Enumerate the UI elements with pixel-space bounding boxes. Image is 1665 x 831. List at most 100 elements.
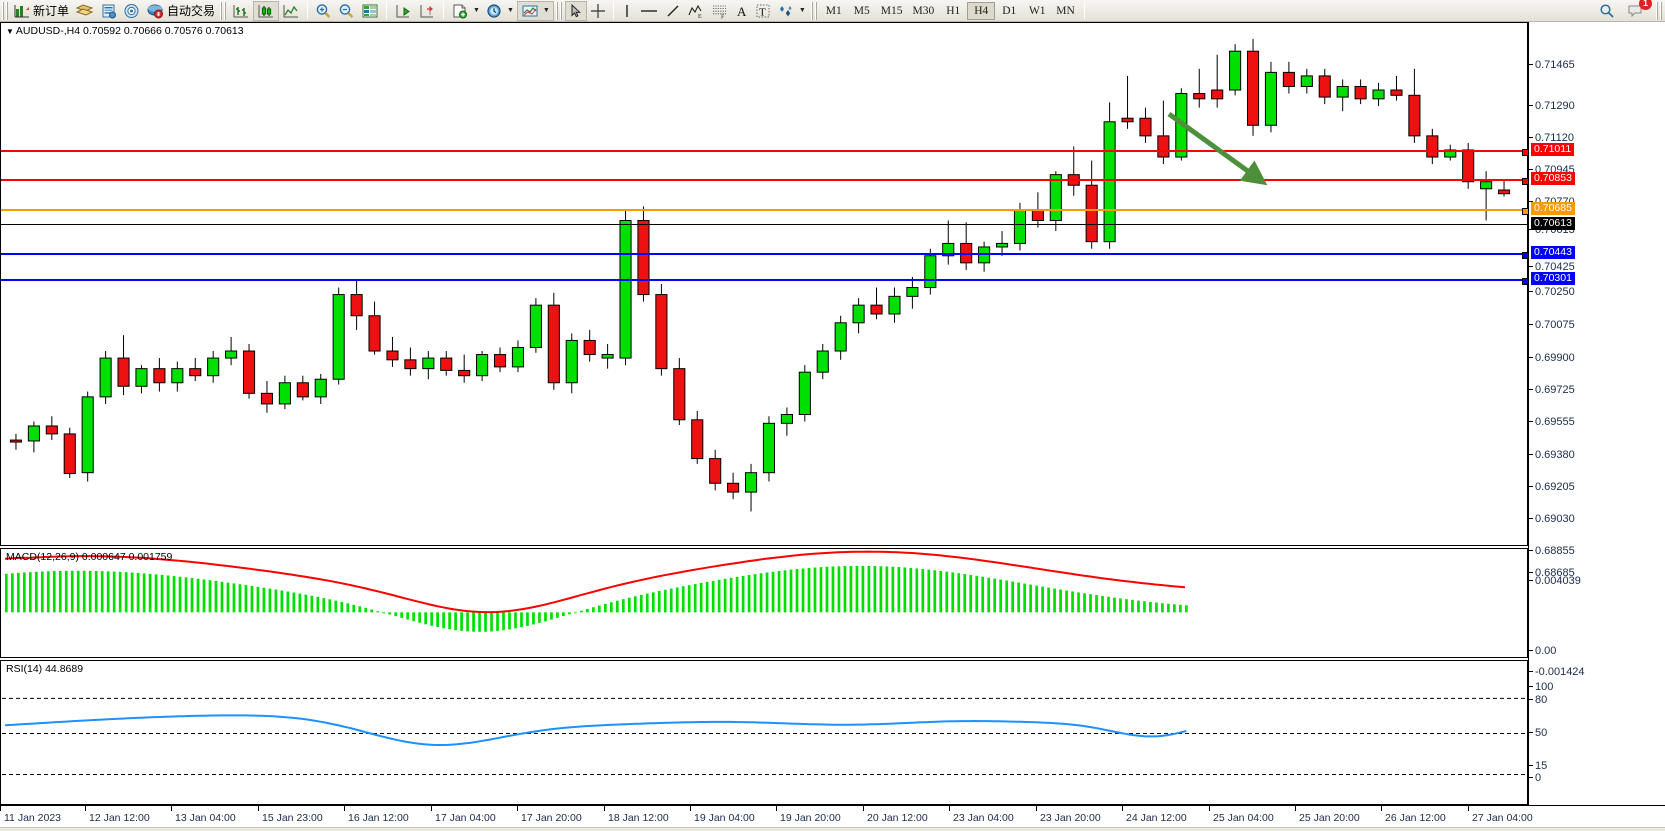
macd-histogram-bar (1089, 594, 1092, 613)
cursor-button[interactable] (564, 0, 587, 21)
auto-scroll-button[interactable] (391, 1, 415, 21)
time-tick (604, 806, 605, 811)
macd-histogram-bar (933, 570, 937, 613)
macd-histogram-bar (556, 612, 559, 618)
price-level-tag-last-price[interactable]: 0.70613 (1531, 217, 1575, 230)
candle-body (565, 339, 578, 384)
timeframe-h1[interactable]: H1 (946, 4, 961, 17)
price-level-tag-support-1[interactable]: 0.70443 (1531, 246, 1575, 259)
candle-body (1372, 89, 1385, 100)
timeframe-h4[interactable]: H4 (967, 1, 996, 20)
vertical-line-button[interactable] (618, 1, 636, 21)
price-level-tag-resistance-1[interactable]: 0.71011 (1531, 143, 1575, 156)
level-line-resistance-1[interactable] (1, 149, 1529, 156)
trendline-button[interactable] (662, 1, 684, 21)
templates-dropdown-arrow[interactable]: ▼ (473, 7, 480, 14)
level-handle-resistance-1[interactable] (1522, 149, 1529, 156)
timeframe-m1[interactable]: M1 (825, 4, 842, 17)
timeframe-m5[interactable]: M5 (853, 4, 870, 17)
shapes-button[interactable]: ▼ (774, 1, 809, 21)
candle-body (45, 425, 58, 435)
toolbar-grip[interactable] (2, 1, 9, 20)
bar-chart-button[interactable] (229, 1, 253, 21)
indicators-button[interactable] (358, 1, 382, 21)
search-button[interactable] (1596, 1, 1618, 21)
new-order-button[interactable]: 新订单 (11, 1, 72, 21)
text-label-button[interactable]: T (752, 1, 774, 21)
timeframe-m30[interactable]: M30 (912, 4, 935, 17)
navigator-button[interactable] (120, 1, 143, 21)
collapse-triangle-icon[interactable]: ▼ (6, 27, 14, 36)
level-handle-support-2[interactable] (1522, 278, 1529, 285)
indicator-list-button[interactable]: ▼ (516, 0, 554, 21)
templates-icon (453, 4, 468, 18)
toolbar-grip-2[interactable] (220, 1, 228, 20)
macd-histogram-bar (352, 604, 356, 613)
timeframe-w1[interactable]: W1 (1028, 4, 1046, 17)
macd-histogram-bar (472, 612, 475, 632)
time-axis[interactable]: 11 Jan 2023 12 Jan 12:00 13 Jan 04:00 15 Ja… (0, 805, 1665, 831)
down-trend-arrow[interactable] (1167, 111, 1268, 186)
elliott-wave-button[interactable]: E (684, 1, 708, 21)
rsi-label: RSI(14) 44.8689 (6, 663, 84, 675)
rsi-pane[interactable]: RSI(14) 44.8689 (0, 660, 1528, 805)
macd-pane[interactable]: MACD(12,26,9) 0.000647 0.001759 (0, 548, 1528, 658)
candle-body (81, 396, 94, 474)
macd-histogram-bar (1083, 593, 1086, 613)
level-line-support-1[interactable] (1, 252, 1529, 259)
price-pane[interactable]: ▼ AUDUSD-,H4 0.70592 0.70666 0.70576 0.70… (0, 22, 1529, 546)
timeframe-d1[interactable]: D1 (1002, 4, 1017, 17)
auto-trading-button[interactable]: 自动交易 (143, 1, 218, 21)
line-chart-button[interactable] (279, 1, 303, 21)
price-level-tag-support-2[interactable]: 0.70301 (1531, 272, 1575, 285)
macd-histogram-bar (400, 612, 404, 618)
fibonacci-button[interactable]: F (708, 1, 732, 21)
chart-shift-button[interactable] (415, 1, 439, 21)
macd-histogram-bar (502, 612, 505, 631)
profiles-button[interactable] (72, 1, 97, 21)
text-icon: A (737, 4, 747, 19)
timeframe-mn[interactable]: MN (1056, 4, 1075, 17)
horizontal-line-button[interactable] (636, 1, 662, 21)
shapes-dropdown-arrow[interactable]: ▼ (798, 7, 806, 14)
chart-container[interactable]: ▼ AUDUSD-,H4 0.70592 0.70666 0.70576 0.70… (0, 22, 1665, 831)
time-tick (0, 806, 1, 811)
level-line-pivot[interactable] (1, 208, 1529, 215)
toolbar-grip-3[interactable] (555, 1, 563, 20)
price-level-tag-resistance-2[interactable]: 0.70853 (1531, 172, 1575, 185)
macd-histogram-bar (639, 594, 643, 613)
period-button[interactable]: ▼ (483, 1, 517, 21)
market-watch-button[interactable] (97, 1, 120, 21)
candlestick-chart-button[interactable] (253, 0, 280, 21)
indicator-dropdown-arrow[interactable]: ▼ (542, 7, 550, 14)
price-level-tag-pivot[interactable]: 0.70685 (1531, 202, 1575, 215)
level-handle-pivot[interactable] (1522, 208, 1529, 215)
level-line-resistance-2[interactable] (1, 178, 1529, 185)
period-dropdown-arrow[interactable]: ▼ (506, 7, 514, 14)
level-handle-resistance-2[interactable] (1522, 178, 1529, 185)
templates-button[interactable]: ▼ (448, 1, 483, 21)
level-line-support-2[interactable] (1, 278, 1529, 285)
annotation-layer (1167, 111, 1268, 186)
time-label: 11 Jan 2023 (4, 812, 62, 824)
macd-histogram-bar (16, 572, 20, 613)
level-handle-support-1[interactable] (1522, 252, 1529, 259)
macd-histogram-bar (927, 569, 931, 613)
macd-histogram-bar (1005, 580, 1009, 613)
text-button[interactable]: A (732, 1, 752, 21)
crosshair-button[interactable] (587, 1, 609, 21)
macd-histogram-bar (867, 565, 871, 613)
price-axis[interactable]: 0.714650.712900.711200.709450.707700.706… (1528, 22, 1665, 805)
fibonacci-icon: F (712, 5, 726, 19)
zoom-in-button[interactable] (312, 1, 335, 21)
zoom-out-button[interactable] (335, 1, 358, 21)
candlestick-plot (9, 38, 1511, 512)
candle-body (207, 357, 220, 377)
alerts-button[interactable]: 1 (1624, 0, 1652, 21)
toolbar-grip-4[interactable] (810, 1, 818, 20)
macd-histogram-bar (801, 568, 805, 613)
timeframe-m15[interactable]: M15 (880, 4, 903, 17)
macd-plot (4, 550, 1188, 632)
toolbar-grip-5[interactable] (1656, 1, 1663, 20)
chart-shift-icon (420, 4, 434, 17)
